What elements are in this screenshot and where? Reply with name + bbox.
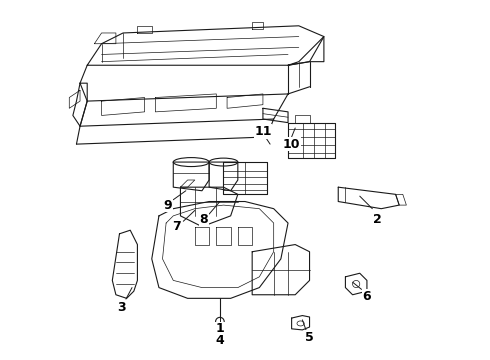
Text: 10: 10 (283, 138, 300, 150)
Text: 3: 3 (117, 301, 125, 314)
Text: 8: 8 (199, 213, 208, 226)
Text: 7: 7 (172, 220, 181, 233)
Text: 5: 5 (305, 330, 314, 343)
Text: 9: 9 (164, 199, 172, 212)
Text: 6: 6 (363, 290, 371, 303)
Text: 4: 4 (216, 334, 224, 347)
Text: 2: 2 (373, 213, 382, 226)
Text: 11: 11 (254, 125, 271, 138)
Text: 1: 1 (216, 322, 224, 335)
